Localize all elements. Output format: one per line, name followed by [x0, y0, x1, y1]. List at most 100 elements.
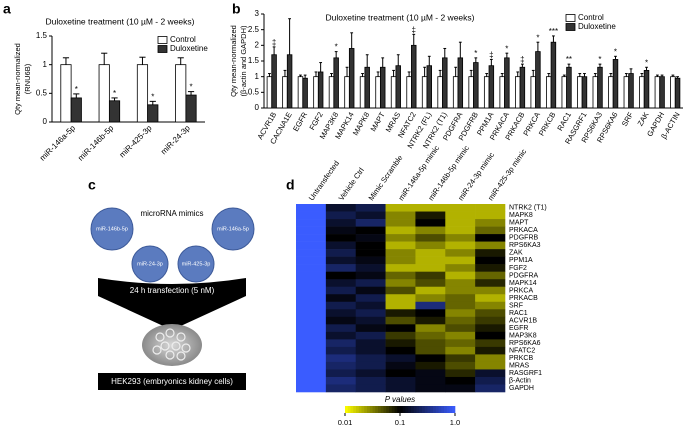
- heat-cell: [475, 376, 506, 385]
- colorbar-segment: [419, 406, 423, 413]
- heat-cell: [325, 346, 357, 355]
- row-label: EGFR: [509, 325, 528, 332]
- colorbar-segment: [353, 406, 357, 413]
- colorbar-segment: [383, 406, 387, 413]
- bar: [108, 100, 121, 123]
- colorbar-segment: [413, 406, 417, 413]
- row-label: ACVR1B: [509, 317, 537, 324]
- heat-cell: [355, 369, 386, 378]
- mimic-label: miR-146a-5p: [217, 226, 249, 232]
- heat-cell: [296, 204, 327, 212]
- mimic-label: miR-425-3p: [182, 261, 211, 267]
- heat-cell: [385, 301, 416, 310]
- row-label: RASGRF1: [509, 370, 542, 377]
- colorbar-segment: [380, 406, 384, 413]
- heat-cell: [415, 271, 446, 280]
- heat-cell: [296, 376, 327, 385]
- heat-cell: [475, 219, 506, 227]
- heat-cell: [355, 301, 386, 310]
- heat-cell: [385, 226, 416, 235]
- colorbar-segment: [408, 406, 412, 413]
- bar: [266, 76, 273, 109]
- bar: [313, 76, 319, 109]
- colorbar-segment: [405, 406, 409, 413]
- x-tick-label: miR-146a-5p: [38, 123, 77, 162]
- significance-label: *: [474, 49, 477, 58]
- x-tick-label: EGFR: [291, 110, 310, 133]
- colorbar-segment: [397, 406, 401, 413]
- colorbar-segment: [400, 406, 404, 413]
- heat-cell: [475, 346, 506, 355]
- colorbar-segment: [422, 406, 426, 413]
- legend-label: Duloxetine: [578, 22, 616, 31]
- heat-cell: [415, 369, 446, 378]
- heat-cell: [296, 294, 327, 303]
- heat-cell: [415, 256, 446, 265]
- colorbar-segment: [430, 406, 434, 413]
- heat-cell: [475, 339, 506, 348]
- row-label: PDGFRB: [509, 235, 539, 242]
- heat-cell: [475, 324, 506, 333]
- chart-title: Duloxetine treatment (10 µM - 2 weeks): [46, 16, 195, 26]
- row-label: NFATC2: [509, 347, 535, 354]
- heat-cell: [415, 249, 446, 257]
- y-tick-label: 1: [43, 60, 48, 69]
- heat-cell: [296, 226, 327, 235]
- colorbar-segment: [367, 406, 371, 413]
- colorbar-segment: [416, 406, 420, 413]
- heat-cell: [355, 226, 386, 235]
- bar: [442, 57, 448, 109]
- colorbar-segment: [402, 406, 406, 413]
- heat-cell: [445, 331, 476, 340]
- row-label: RPS6KA3: [509, 242, 541, 249]
- heat-cell: [325, 226, 357, 235]
- heat-cell: [415, 219, 446, 227]
- legend-swatch: [157, 45, 168, 53]
- significance-label: *: [75, 85, 78, 94]
- heat-cell: [355, 234, 386, 242]
- heat-cell: [445, 376, 476, 385]
- heat-cell: [445, 219, 476, 227]
- heat-cell: [325, 241, 357, 250]
- x-tick-label: miR-146b-5p: [76, 123, 115, 162]
- bar: [297, 76, 304, 109]
- row-label: SRF: [509, 302, 523, 309]
- x-tick-label: miR-425-3p: [118, 123, 154, 159]
- mimic-label: miR-24-3p: [137, 261, 163, 267]
- heat-cell: [415, 241, 446, 250]
- heat-cell: [445, 286, 476, 295]
- heat-cell: [355, 316, 386, 325]
- heat-cell: [355, 271, 386, 280]
- heat-cell: [475, 249, 506, 257]
- heat-cell: [355, 249, 386, 257]
- colorbar-segment: [350, 406, 354, 413]
- colorbar-segment: [364, 406, 368, 413]
- heat-cell: [355, 294, 386, 303]
- colorbar-label: P values: [385, 395, 415, 404]
- significance-label: ‡: [272, 38, 276, 47]
- heat-cell: [475, 294, 506, 303]
- colorbar-segment: [446, 406, 450, 413]
- heat-cell: [445, 294, 476, 303]
- panel-label: c: [88, 177, 96, 193]
- chart-title: Duloxetine treatment (10 µM - 2 weeks): [326, 12, 475, 22]
- row-label: PRKCB: [509, 355, 533, 362]
- heat-cell: [385, 241, 416, 250]
- bar: [530, 76, 536, 109]
- colorbar-segment: [435, 406, 439, 413]
- heat-cell: [415, 294, 446, 303]
- bar: [597, 66, 603, 109]
- significance-label: *: [614, 47, 617, 56]
- heat-cell: [475, 286, 506, 295]
- heat-cell: [355, 204, 386, 212]
- heat-cell: [475, 361, 506, 370]
- bar: [348, 48, 355, 109]
- heat-cell: [415, 286, 446, 295]
- bar: [317, 71, 324, 109]
- colorbar-segment: [389, 406, 393, 413]
- bar: [488, 65, 495, 109]
- bar: [302, 77, 308, 109]
- heat-cell: [296, 279, 327, 288]
- bar: [483, 76, 490, 109]
- bar: [411, 44, 417, 109]
